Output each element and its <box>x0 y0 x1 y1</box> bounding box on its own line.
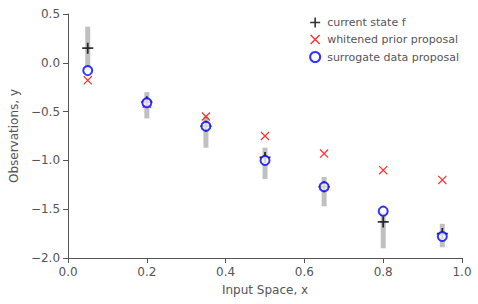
svg-text:−1.5: −1.5 <box>31 202 60 216</box>
svg-text:0.0: 0.0 <box>58 265 77 279</box>
svg-text:−2.0: −2.0 <box>31 251 60 265</box>
svg-text:0.4: 0.4 <box>216 265 235 279</box>
svg-text:whitened prior proposal: whitened prior proposal <box>327 33 458 46</box>
svg-text:current state f: current state f <box>327 16 407 29</box>
svg-text:−1.0: −1.0 <box>31 153 60 167</box>
svg-text:0.8: 0.8 <box>374 265 393 279</box>
svg-text:0.2: 0.2 <box>137 265 156 279</box>
svg-text:−0.5: −0.5 <box>31 105 60 119</box>
svg-text:0.5: 0.5 <box>41 7 60 21</box>
svg-text:1.0: 1.0 <box>452 265 471 279</box>
svg-text:0.0: 0.0 <box>41 56 60 70</box>
svg-text:surrogate data proposal: surrogate data proposal <box>327 51 459 64</box>
svg-text:Observations, y: Observations, y <box>7 89 21 183</box>
svg-text:Input Space, x: Input Space, x <box>222 283 308 297</box>
svg-text:0.6: 0.6 <box>295 265 314 279</box>
